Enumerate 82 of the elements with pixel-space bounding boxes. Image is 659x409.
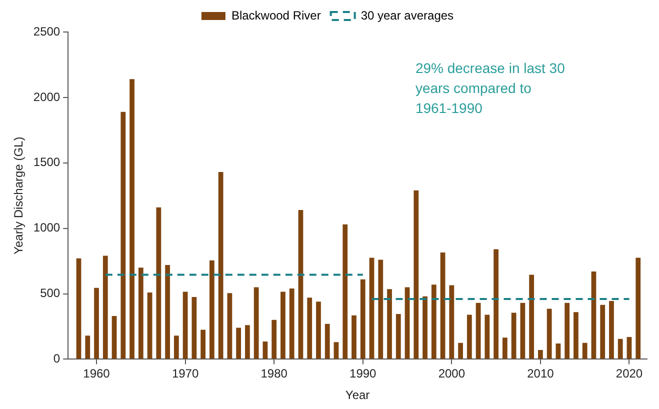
bar [342,224,348,359]
x-tick-label: 1980 [260,366,288,381]
bar [138,268,144,359]
bar [591,272,596,359]
bar [165,264,170,359]
bar [484,314,490,359]
bar [449,285,454,359]
bar [209,260,214,359]
bar [352,315,356,359]
bar [546,308,552,359]
bar [564,302,570,359]
bar [334,342,339,359]
bar [192,297,197,359]
bar [609,300,614,359]
bar [369,258,374,359]
legend-label: 30 year averages [360,8,454,22]
bar [324,324,330,359]
x-axis-title: Year [345,388,370,402]
bar [387,289,392,359]
x-tick-label: 1960 [83,366,110,381]
bar [476,302,481,359]
bar [458,342,463,359]
bar [236,328,242,359]
bar [272,320,277,359]
bar [582,342,588,359]
x-tick-label: 2000 [438,366,466,381]
bar [280,292,286,359]
y-tick-label: 0 [53,352,60,366]
bar [102,256,108,359]
x-tick-label: 1970 [172,366,199,381]
bar [316,302,321,359]
bar [494,249,498,359]
bar [520,302,526,359]
x-tick-label: 2020 [616,366,643,381]
y-tick-label: 2500 [33,24,60,38]
bar [626,336,632,359]
bar [147,292,152,359]
bar [174,336,179,359]
bar [200,330,206,359]
bar [378,260,384,359]
bar [600,304,606,359]
bar [360,279,366,359]
bar [574,312,578,359]
bar [245,325,250,359]
bar [262,342,268,359]
y-tick-label: 2000 [33,90,60,104]
bar [130,79,134,359]
bar [94,288,99,359]
bar [298,210,304,359]
bar [120,112,126,359]
bar [307,298,312,359]
bar [511,312,516,359]
bar [396,314,401,359]
bar [556,343,561,359]
bar [227,293,232,359]
bar [112,316,117,359]
y-tick-label: 500 [40,286,60,300]
bar [414,190,419,359]
bar [440,252,446,359]
y-axis-title: Yearly Discharge (GL) [12,136,26,254]
bar [422,296,428,359]
bar [182,292,188,359]
legend-label: Blackwood River [231,8,321,22]
bar [538,350,543,359]
bar [76,258,82,359]
bar [85,336,90,359]
bar [502,338,508,359]
bar [156,207,162,359]
bar [466,314,472,359]
annotation: 29% decrease in last 30 years compared to 1961-1990 [415,60,566,116]
bar [254,287,259,359]
x-tick-label: 2010 [527,366,554,381]
x-tick-label: 1990 [350,366,377,381]
bar [404,287,410,359]
bar [636,258,641,359]
bar [218,172,224,359]
y-tick-label: 1000 [33,220,60,235]
bar [289,288,294,359]
bar [618,338,623,359]
y-tick-label: 1500 [33,155,60,170]
bar [529,274,534,359]
bar [431,284,436,359]
